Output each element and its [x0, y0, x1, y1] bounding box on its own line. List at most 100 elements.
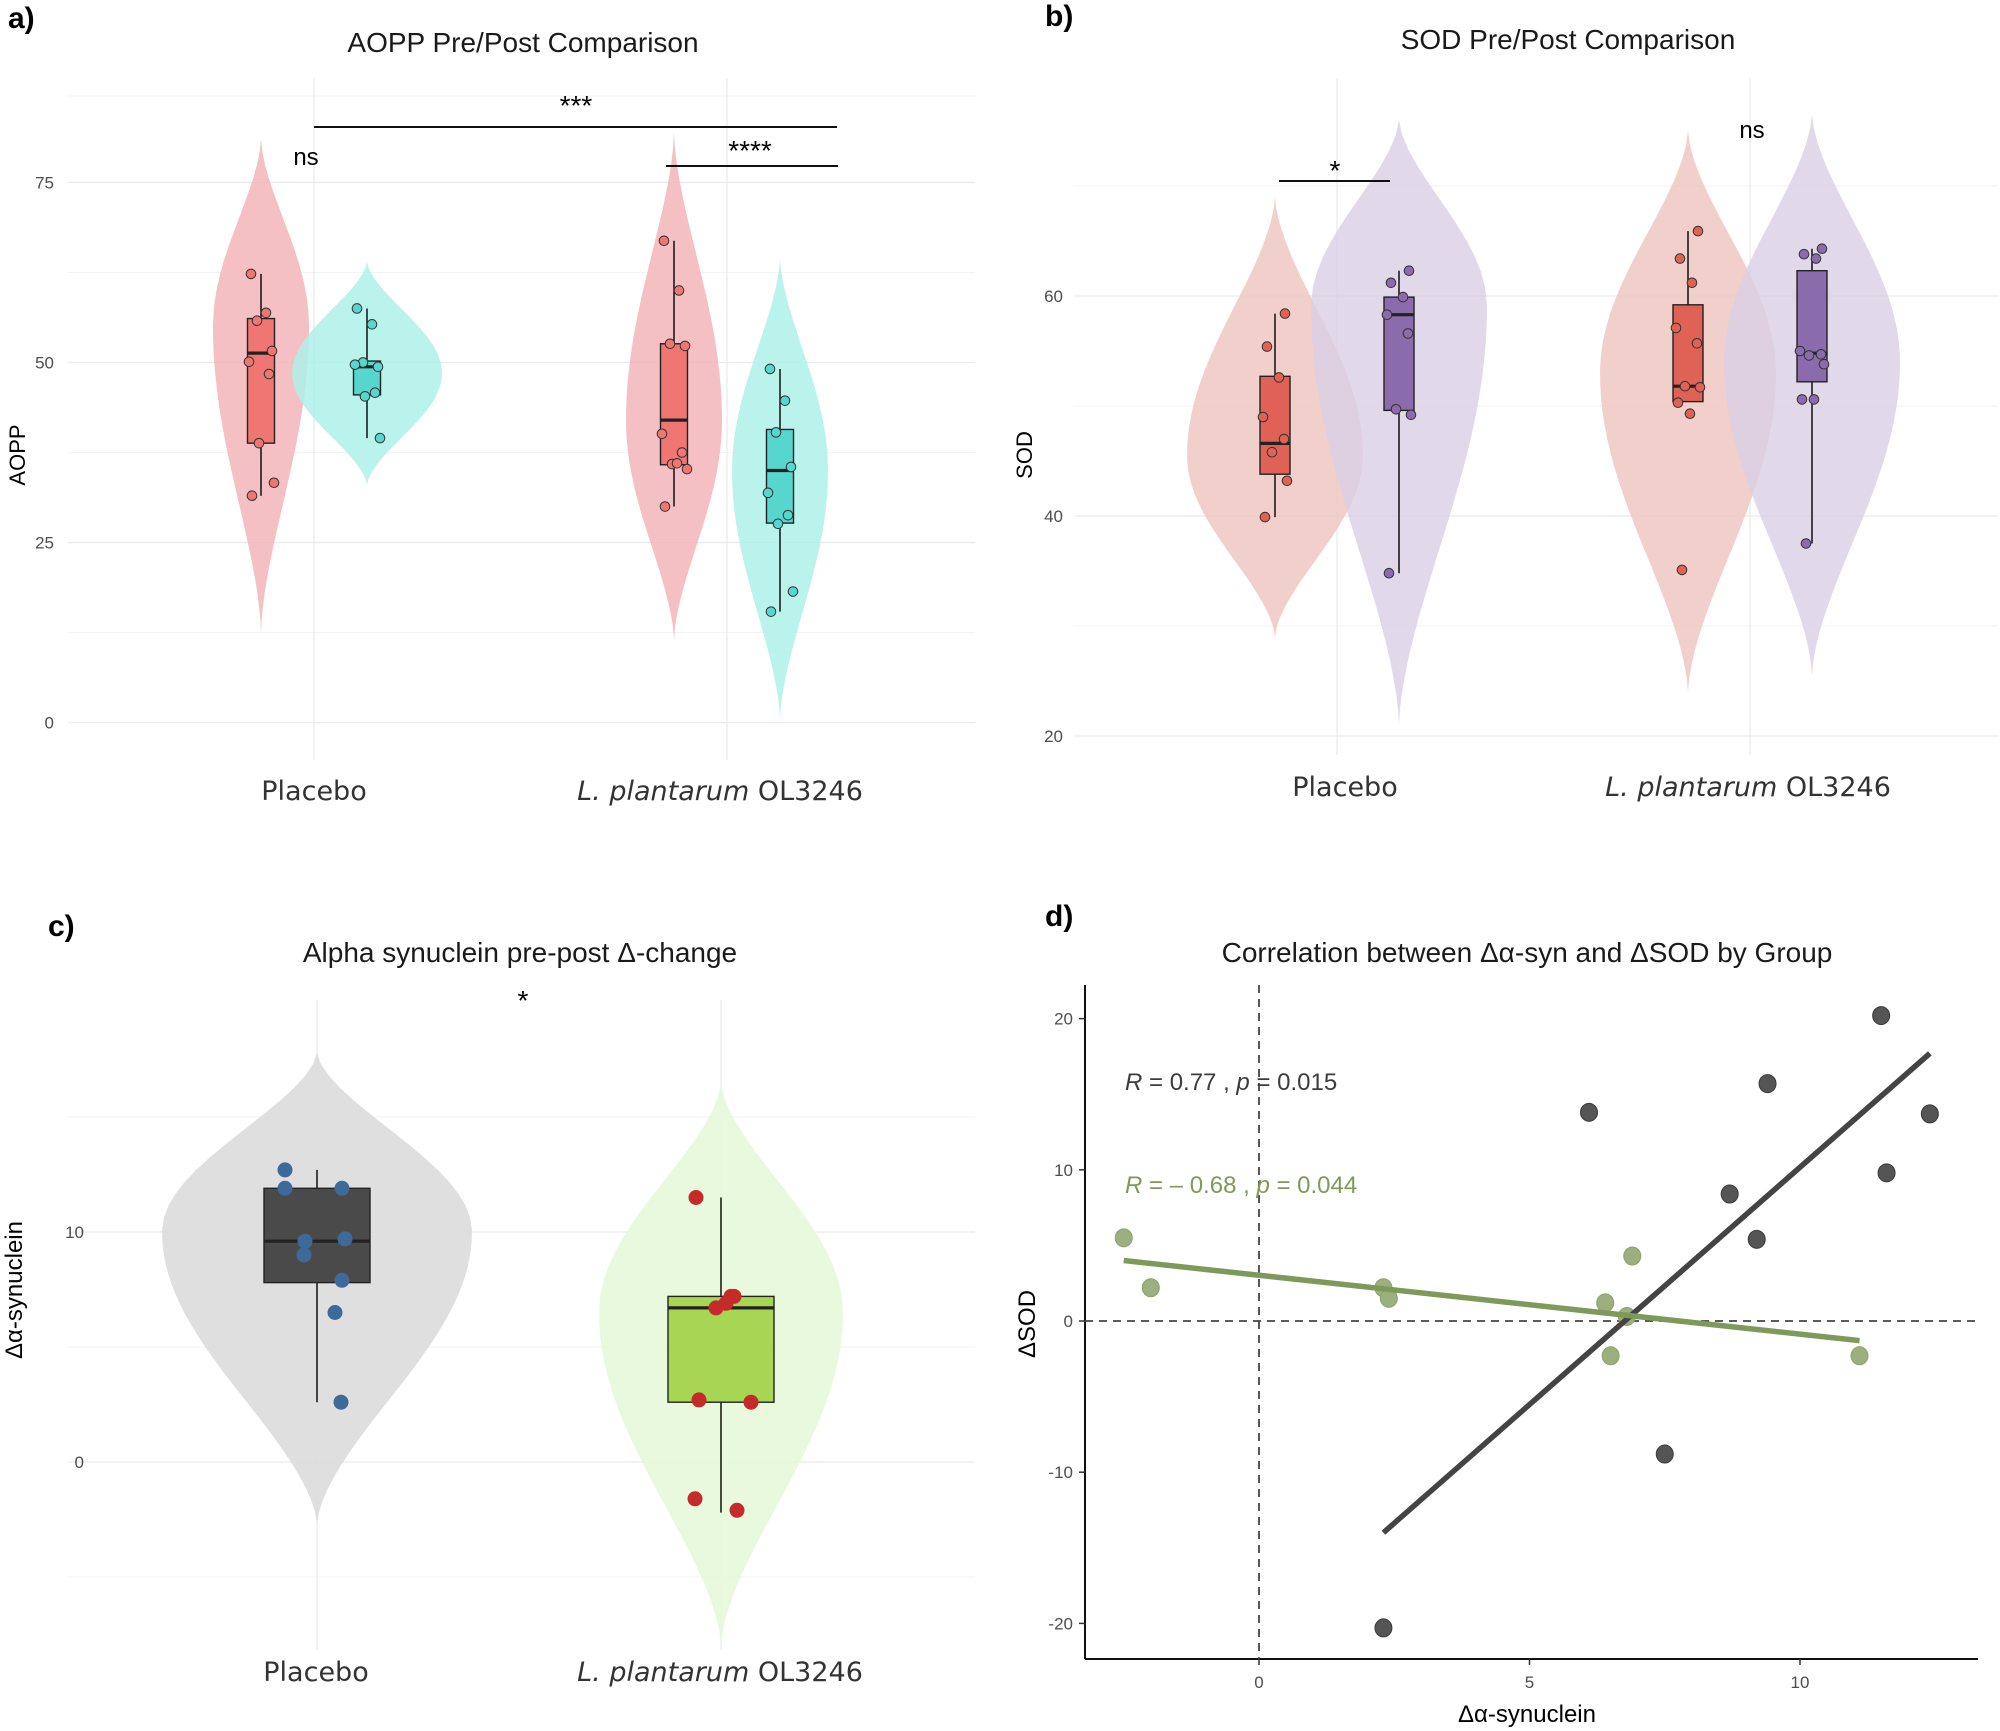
- panel-b-post-point: [1798, 248, 1810, 260]
- panel-d-correlation-label: R = 0.77 , p = 0.015: [1125, 1069, 1337, 1096]
- panel-a-sig-label: ****: [728, 135, 772, 166]
- panel-c-placebo-point: [333, 1394, 349, 1410]
- panel-a-category-label-normal: Placebo: [261, 776, 366, 807]
- panel-a-pre-point: [664, 338, 676, 350]
- panel-b-pre-point: [1279, 308, 1291, 319]
- panel-d-xtick-label: 5: [1525, 1673, 1534, 1692]
- panel-b-sig-label: *: [1330, 155, 1341, 186]
- panel-a-pre-point: [676, 447, 688, 458]
- panel-a-post-point: [782, 509, 794, 521]
- panel-a-pre-point: [656, 428, 668, 440]
- panel-a-post-point: [369, 387, 381, 399]
- panel-d-placebo-point: [1655, 1444, 1674, 1464]
- panel-c-category-label-normal: OL3246: [749, 1657, 863, 1688]
- panel-a-pre-point: [679, 340, 691, 352]
- panel-c-placebo-point: [327, 1305, 343, 1320]
- panel-d-placebo-point: [1747, 1229, 1766, 1249]
- panel-d-plantarum-point: [1141, 1278, 1160, 1298]
- panel-c-placebo-box: [263, 1187, 371, 1284]
- panel-a-pre-box: [246, 317, 276, 444]
- panel-a-pre-point: [266, 345, 278, 357]
- panel-b-pre-point: [1692, 225, 1704, 237]
- panel-a-post-point: [349, 359, 361, 370]
- panel-c-placebo-point: [277, 1180, 293, 1196]
- panel-a-ytick-label: 25: [35, 534, 54, 553]
- panel-b-pre-point: [1281, 475, 1293, 487]
- panel-a-pre-point: [251, 315, 263, 327]
- panel-a-ytick-label: 75: [35, 173, 54, 192]
- panel-c-ylabel: Δα-synuclein: [1, 1221, 28, 1359]
- panel-d-ytick-label: -20: [1048, 1614, 1073, 1633]
- panel-d-correlation-r: R: [1125, 1172, 1142, 1199]
- panel-d-correlation-p-value: = 0.015: [1250, 1069, 1337, 1096]
- panel-c-placebo-point: [334, 1180, 350, 1196]
- panel-c-ytick-label: 10: [65, 1223, 84, 1242]
- panel-d-placebo-point: [1580, 1102, 1599, 1122]
- panel-b-post-point: [1808, 394, 1820, 405]
- panel-c-title: Alpha synuclein pre-post Δ-change: [303, 937, 737, 968]
- panel-d-ylabel: ΔSOD: [1014, 1290, 1041, 1358]
- panel-b-post-point: [1810, 253, 1822, 264]
- panel-b-ns-label: ns: [1739, 117, 1764, 144]
- panel-d-correlation: d) Correlation between Δα-syn and ΔSOD b…: [1014, 900, 1978, 1728]
- panel-a-post-box: [765, 428, 795, 524]
- panel-b-post-point: [1803, 350, 1815, 361]
- panel-d-xlabel: Δα-synuclein: [1458, 1701, 1596, 1728]
- panel-c-plantarum-box: [667, 1295, 775, 1403]
- panel-b-ytick-label: 20: [1044, 727, 1063, 746]
- panel-c-plantarum-point: [691, 1392, 707, 1408]
- panel-c-category-label: Placebo: [263, 1657, 368, 1688]
- panel-c-ytick-label: 0: [75, 1453, 84, 1472]
- panel-a-post-point: [772, 518, 784, 530]
- panel-d-plantarum-point: [1623, 1246, 1642, 1266]
- panel-b-pre-point: [1259, 511, 1271, 523]
- panel-c-plot-area: * Placebo L. plantarum OL3246: [162, 985, 863, 1688]
- panel-a-pre-point: [659, 501, 671, 512]
- panel-a-category-label-normal: OL3246: [749, 776, 863, 807]
- panel-d-correlation-label: R = – 0.68 , p = 0.044: [1125, 1172, 1357, 1199]
- panel-c-placebo-point: [337, 1231, 353, 1247]
- panel-b-pre-point: [1686, 277, 1698, 289]
- panel-d-placebo-point: [1872, 1006, 1891, 1026]
- panel-a-ytick-label: 50: [35, 353, 54, 372]
- panel-b-post-point: [1397, 291, 1409, 303]
- panel-d-placebo-fit-line: [1381, 1051, 1932, 1535]
- panel-d-ytick-label: -10: [1048, 1463, 1073, 1482]
- panel-b-post-point: [1390, 404, 1402, 415]
- panel-b-post-point: [1403, 265, 1415, 277]
- panel-a-post-point: [762, 487, 774, 499]
- panel-a-pre-point: [681, 463, 693, 475]
- panel-c-sig-label: *: [518, 985, 529, 1016]
- panel-a-post-point: [770, 427, 782, 438]
- panel-d-plantarum-fit-line: [1123, 1257, 1860, 1344]
- panel-c-category-label-italic: L. plantarum: [577, 1657, 749, 1688]
- panel-c-plantarum-point: [708, 1300, 724, 1316]
- panel-d-correlation-p-value: = 0.044: [1270, 1172, 1357, 1199]
- panel-d-plantarum-point: [1850, 1346, 1869, 1366]
- panel-b-post-point: [1815, 349, 1827, 360]
- panel-b-category-label-normal: Placebo: [1292, 772, 1397, 803]
- panel-b-pre-point: [1266, 446, 1278, 458]
- panel-a-pre-point: [268, 477, 280, 489]
- panel-b-post-point: [1402, 328, 1414, 339]
- panel-d-plantarum-point: [1596, 1293, 1615, 1313]
- panel-b-ytick-label: 60: [1044, 287, 1063, 306]
- panel-b-category-label: L. plantarum OL3246: [1605, 772, 1891, 803]
- panel-b-pre-box: [1259, 375, 1291, 475]
- panel-a-pre-point: [253, 437, 265, 449]
- panel-c-placebo-point: [297, 1233, 313, 1249]
- panel-a-pre-point: [245, 268, 257, 280]
- panel-c-plantarum-point: [729, 1502, 745, 1518]
- panel-c-plantarum-point: [687, 1491, 703, 1507]
- panel-a-post-point: [787, 586, 799, 597]
- panel-a-grid: 0 25 50 75: [35, 78, 975, 760]
- panel-a-post-point: [374, 432, 386, 444]
- panel-b-pre-point: [1684, 408, 1696, 420]
- panel-a-category-label-italic: L. plantarum: [577, 776, 749, 807]
- panel-b-post-point: [1385, 277, 1397, 289]
- panel-d-plantarum-point: [1114, 1228, 1133, 1248]
- panel-d-placebo-point: [1920, 1104, 1939, 1124]
- panel-b-title: SOD Pre/Post Comparison: [1401, 24, 1736, 55]
- panel-b-pre-point: [1261, 341, 1273, 352]
